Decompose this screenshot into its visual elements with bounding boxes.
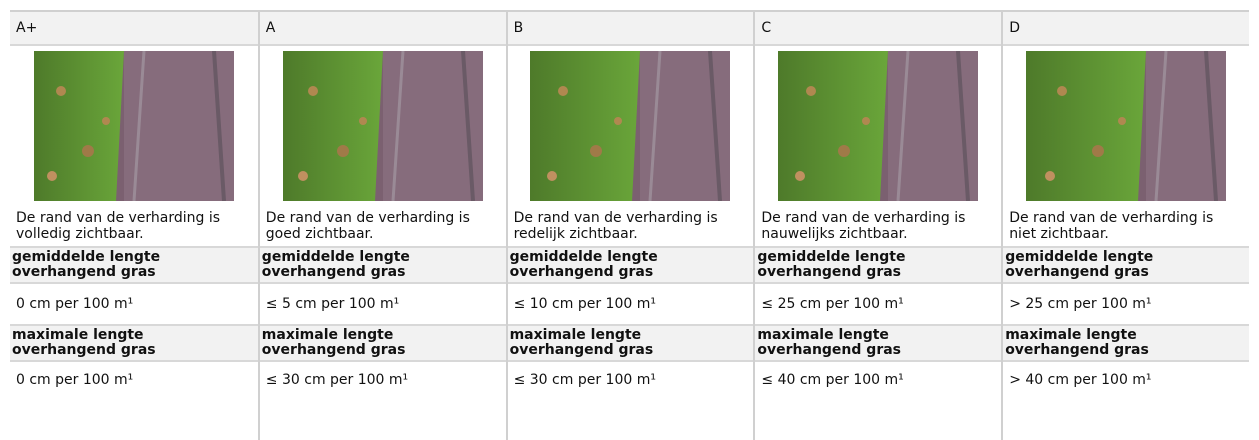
max-label-cell: maximale lengte overhangend gras: [755, 326, 1002, 362]
grade-column: A De rand van de verharding is goed zich…: [257, 12, 506, 440]
avg-label-cell: gemiddelde lengte overhangend gras: [755, 248, 1002, 284]
avg-value: ≤ 25 cm per 100 m¹: [755, 284, 1002, 326]
photo-cell: [10, 46, 258, 206]
photo-cell: [260, 46, 506, 206]
avg-label: gemiddelde lengte overhangend gras: [12, 249, 161, 280]
photo: [530, 51, 731, 201]
avg-label-cell: gemiddelde lengte overhangend gras: [259, 248, 506, 284]
grade-header: C: [755, 12, 1002, 46]
grade-header: B: [507, 12, 754, 46]
avg-value: ≤ 5 cm per 100 m¹: [259, 284, 506, 326]
max-label: maximale lengte overhangend gras: [1005, 327, 1149, 358]
avg-label: gemiddelde lengte overhangend gras: [757, 249, 906, 280]
photo-cell: [508, 46, 754, 206]
max-value: ≤ 40 cm per 100 m¹: [761, 372, 904, 388]
description: De rand van de verharding is goed zichtb…: [259, 206, 506, 248]
max-label: maximale lengte overhangend gras: [509, 327, 654, 358]
avg-value: ≤ 10 cm per 100 m¹: [507, 284, 754, 326]
photo: [33, 51, 234, 201]
max-label: maximale lengte overhangend gras: [12, 327, 156, 358]
photo-cell: [1003, 46, 1249, 206]
description: De rand van de verharding is nauwelijks …: [755, 206, 1002, 248]
grade-table: A+ De rand van de verharding is volledig…: [10, 10, 1249, 440]
avg-label-cell: gemiddelde lengte overhangend gras: [10, 248, 258, 284]
avg-value: > 25 cm per 100 m¹: [1003, 284, 1249, 326]
description: De rand van de verharding is niet zichtb…: [1003, 206, 1249, 248]
avg-value: 0 cm per 100 m¹: [10, 284, 258, 326]
grade-column: A+ De rand van de verharding is volledig…: [10, 12, 258, 440]
avg-label-cell: gemiddelde lengte overhangend gras: [507, 248, 754, 284]
avg-label: gemiddelde lengte overhangend gras: [261, 249, 410, 280]
max-value: > 40 cm per 100 m¹: [1009, 372, 1152, 388]
max-label-cell: maximale lengte overhangend gras: [10, 326, 258, 362]
description: De rand van de verharding is redelijk zi…: [507, 206, 754, 248]
photo-cell: [755, 46, 1001, 206]
max-label: maximale lengte overhangend gras: [261, 327, 406, 358]
max-value: ≤ 30 cm per 100 m¹: [265, 372, 409, 388]
grade-header: A+: [10, 12, 258, 46]
grade-header: D: [1003, 12, 1249, 46]
grade-column: D De rand van de verharding is niet zich…: [1001, 12, 1249, 440]
grade-header: A: [259, 12, 506, 46]
avg-label: gemiddelde lengte overhangend gras: [1005, 249, 1154, 280]
photo: [778, 51, 979, 201]
grade-column: B De rand van de verharding is redelijk …: [505, 12, 754, 440]
max-label-cell: maximale lengte overhangend gras: [259, 326, 506, 362]
max-label-cell: maximale lengte overhangend gras: [1003, 326, 1249, 362]
max-value: 0 cm per 100 m¹: [16, 372, 134, 388]
photo: [1026, 51, 1227, 201]
max-value: ≤ 30 cm per 100 m¹: [513, 372, 656, 388]
max-label-cell: maximale lengte overhangend gras: [507, 326, 754, 362]
grade-column: C De rand van de verharding is nauwelijk…: [753, 12, 1002, 440]
photo: [282, 51, 483, 201]
max-label: maximale lengte overhangend gras: [757, 327, 901, 358]
description: De rand van de verharding is volledig zi…: [10, 206, 258, 248]
avg-label: gemiddelde lengte overhangend gras: [509, 249, 658, 280]
avg-label-cell: gemiddelde lengte overhangend gras: [1003, 248, 1249, 284]
